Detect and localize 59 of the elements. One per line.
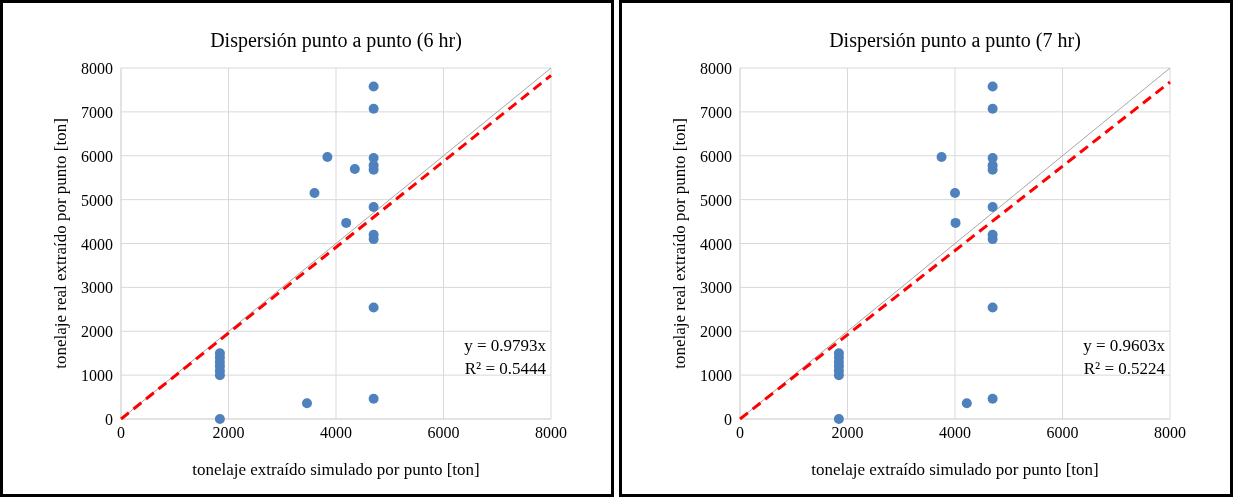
y-tick-label: 4000 <box>81 235 113 253</box>
point <box>301 398 312 409</box>
point <box>987 393 998 404</box>
y-tick-label: 8000 <box>700 60 732 77</box>
point <box>368 393 379 404</box>
x-tick-label: 4000 <box>320 424 352 441</box>
x-tick-label: 6000 <box>1046 424 1079 441</box>
y-tick-label: 3000 <box>700 279 732 297</box>
y-tick-label: 4000 <box>700 235 732 253</box>
y-tick-label: 7000 <box>81 103 113 121</box>
point <box>368 202 379 213</box>
point <box>309 188 320 199</box>
x-tick-label: 0 <box>117 424 125 441</box>
x-tick-label: 2000 <box>212 424 245 441</box>
y-tick-label: 3000 <box>81 279 113 297</box>
y-tick-label: 6000 <box>700 147 732 165</box>
x-tick-label: 2000 <box>831 424 864 441</box>
x-axis-title: tonelaje extraído simulado por punto [ton] <box>192 460 480 479</box>
point <box>368 103 379 114</box>
annotation: y = 0.9793x <box>464 336 547 355</box>
y-tick-label: 0 <box>724 411 732 428</box>
point <box>349 163 360 174</box>
y-axis-title: tonelaje real extraído por punto [ton] <box>51 118 70 369</box>
y-tick-label: 1000 <box>700 367 732 385</box>
x-tick-label: 8000 <box>535 424 567 441</box>
point <box>214 414 225 424</box>
point <box>322 152 333 163</box>
point <box>987 103 998 114</box>
x-tick-label: 4000 <box>939 424 971 441</box>
y-tick-label: 6000 <box>81 147 113 165</box>
point <box>987 302 998 313</box>
y-tick-label: 2000 <box>700 323 732 341</box>
y-tick-label: 2000 <box>81 323 113 341</box>
point <box>987 202 998 213</box>
x-tick-label: 8000 <box>1154 424 1186 441</box>
y-tick-label: 5000 <box>700 191 732 209</box>
x-tick-label: 0 <box>736 424 744 441</box>
y-tick-label: 7000 <box>700 103 732 121</box>
x-tick-label: 6000 <box>427 424 460 441</box>
point <box>950 217 961 228</box>
point <box>961 398 972 409</box>
y-tick-label: 0 <box>105 411 113 428</box>
point <box>950 188 960 199</box>
annotation: R² = 0.5224 <box>1083 359 1166 378</box>
point <box>341 217 352 228</box>
y-tick-label: 8000 <box>81 60 113 77</box>
y-tick-label: 5000 <box>81 191 113 209</box>
x-axis-title: tonelaje extraído simulado por punto [ton] <box>811 460 1099 479</box>
point <box>833 414 844 424</box>
chart-title: Dispersión punto a punto (7 hr) <box>829 29 1081 52</box>
chart-title: Dispersión punto a punto (6 hr) <box>210 29 462 52</box>
annotation: y = 0.9603x <box>1083 336 1166 355</box>
point <box>368 302 379 313</box>
annotation: R² = 0.5444 <box>464 359 547 378</box>
point <box>368 81 379 92</box>
y-tick-label: 1000 <box>81 367 113 385</box>
y-axis-title: tonelaje real extraído por punto [ton] <box>670 118 689 369</box>
point <box>936 152 947 163</box>
point <box>987 81 998 92</box>
